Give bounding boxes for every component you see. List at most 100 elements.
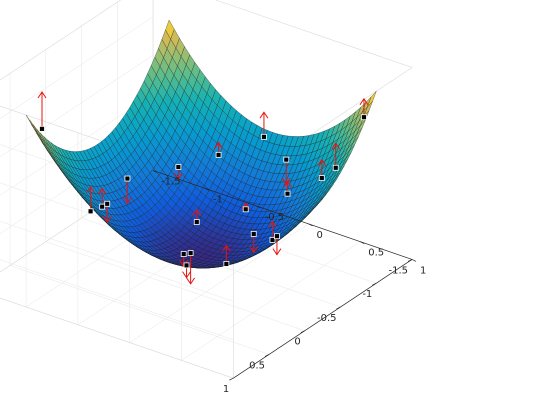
residual-arrow-head <box>359 97 369 106</box>
data-marker <box>250 231 257 237</box>
data-marker <box>361 114 367 121</box>
residual-arrow-head <box>331 142 341 150</box>
data-marker <box>193 219 200 225</box>
side-wall-grid-line-z <box>0 16 154 119</box>
data-marker <box>261 133 267 140</box>
data-marker <box>39 125 45 132</box>
data-point-8 <box>192 208 202 225</box>
floor-grid-line-y <box>9 265 270 355</box>
x-tick-mark <box>256 205 261 209</box>
data-marker <box>124 175 131 182</box>
box-edge <box>0 0 122 81</box>
side-wall-grid-line-z <box>0 55 154 158</box>
data-point-4 <box>123 175 132 205</box>
data-points <box>37 91 369 285</box>
y-tick-label: -1.5 <box>389 265 409 276</box>
surface-face <box>367 91 377 107</box>
residual-arrow-head <box>97 187 107 195</box>
y-tick-mark <box>300 330 305 334</box>
y-axis-line <box>233 259 413 379</box>
data-marker <box>99 203 106 210</box>
data-point-21 <box>259 111 269 140</box>
x-tick-mark <box>411 259 417 262</box>
data-point-14 <box>221 244 231 267</box>
data-point-1 <box>37 91 47 132</box>
tick-labels: -1.5-1-0.500.51-1.5-1-0.500.51-0.500.511… <box>152 170 426 395</box>
residual-arrow-head <box>37 91 47 99</box>
x-tick-label: 0.5 <box>368 248 384 259</box>
residual-arrow-head <box>182 271 191 279</box>
y-tick-mark <box>336 306 341 310</box>
surface-mesh <box>25 19 377 269</box>
x-tick-label: -0.5 <box>265 212 285 223</box>
data-marker <box>187 250 194 257</box>
y-tick-mark <box>372 282 377 286</box>
y-tick-label: 0 <box>294 337 300 348</box>
residual-arrow-head <box>272 248 282 256</box>
data-point-11 <box>281 156 291 186</box>
y-tick-mark <box>229 377 234 381</box>
residual-arrow-head <box>86 185 96 194</box>
data-marker <box>104 200 111 207</box>
x-tick-label: -1 <box>213 194 223 205</box>
data-marker <box>180 251 187 257</box>
back-wall-grid-line-z <box>0 259 234 341</box>
x-tick-label: -1.5 <box>161 176 181 187</box>
floor-grid-line-x <box>181 241 361 361</box>
data-point-7 <box>214 141 223 158</box>
x-tick-mark <box>360 241 365 244</box>
data-point-17 <box>317 158 327 182</box>
x-tick-mark <box>308 223 313 227</box>
data-marker <box>87 208 94 215</box>
residual-arrow-head <box>221 244 231 252</box>
y-tick-label: -0.5 <box>317 313 337 324</box>
data-marker <box>183 262 190 269</box>
data-point-19 <box>331 142 341 171</box>
box-edge <box>214 0 413 68</box>
data-point-16 <box>272 233 282 256</box>
floor-grid-line-x <box>129 223 309 343</box>
residual-arrow-head <box>259 111 269 119</box>
y-tick-mark <box>407 259 413 262</box>
box-edge <box>0 297 234 379</box>
data-point-20 <box>186 250 196 285</box>
x-tick-mark <box>204 187 210 191</box>
data-point-15 <box>268 220 277 243</box>
residual-arrow-head <box>186 277 196 285</box>
residual-arrow-head <box>268 220 277 228</box>
residual-arrow-head <box>102 215 112 224</box>
x-tick-mark <box>152 170 158 173</box>
residual-arrow-head <box>192 208 202 217</box>
residual-arrow-head <box>123 196 132 205</box>
data-marker <box>274 233 280 240</box>
back-wall-grid-line-z <box>0 220 234 302</box>
data-marker <box>175 164 182 170</box>
x-tick-label: 0 <box>316 230 322 241</box>
data-marker <box>332 164 339 171</box>
y-tick-label: 1 <box>223 384 229 395</box>
y-tick-label: -1 <box>362 289 372 300</box>
data-marker <box>318 175 325 182</box>
data-point-18 <box>359 97 369 121</box>
floor-grid-line-y <box>45 241 305 331</box>
data-point-5 <box>102 200 112 224</box>
x-tick-label: 1 <box>420 265 426 276</box>
residual-arrow-head <box>283 180 292 188</box>
data-point-2 <box>86 185 96 215</box>
residual-arrow-head <box>281 177 291 186</box>
residual-arrow-head <box>317 158 327 166</box>
axis-lines <box>152 170 413 379</box>
data-marker <box>223 261 230 267</box>
data-marker <box>242 206 249 213</box>
y-tick-mark <box>264 354 270 357</box>
y-tick-label: 0.5 <box>249 360 265 371</box>
data-point-22 <box>283 180 292 197</box>
residual-arrow-head <box>249 246 259 254</box>
residual-arrow-head <box>214 141 223 149</box>
data-marker <box>269 236 276 243</box>
data-marker <box>215 151 222 158</box>
data-point-10 <box>241 202 251 213</box>
data-point-13 <box>182 262 191 279</box>
data-marker <box>284 190 291 197</box>
